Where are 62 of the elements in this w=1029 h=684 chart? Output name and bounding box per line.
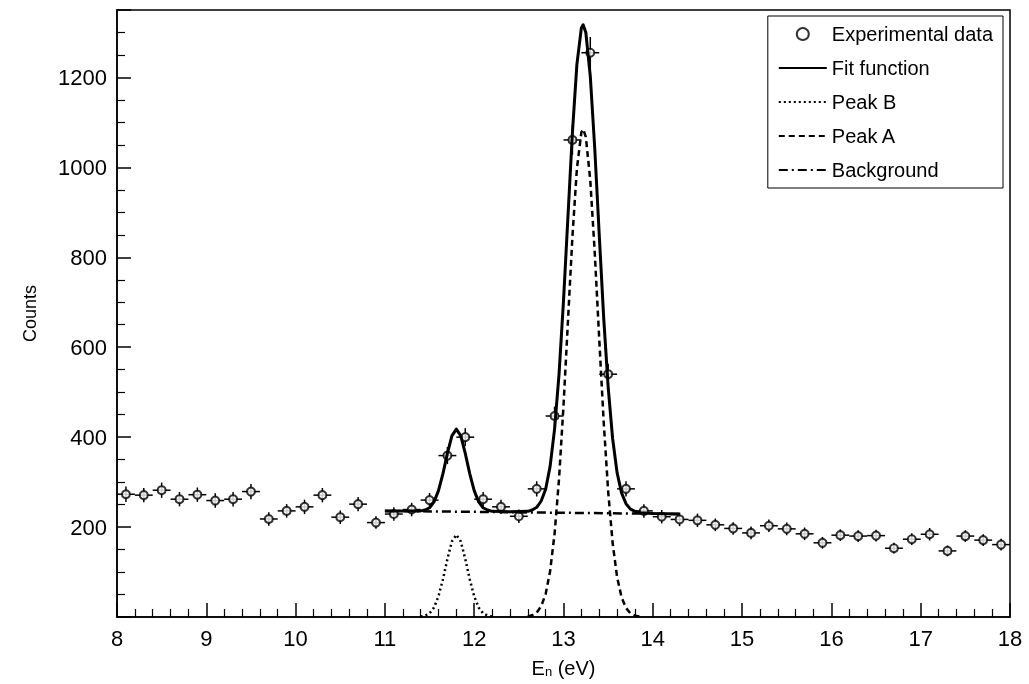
y-tick-label: 400 [70, 424, 107, 450]
point [335, 512, 346, 523]
point [263, 513, 274, 524]
point [746, 527, 757, 538]
x-tick-label: 16 [819, 625, 844, 651]
point [763, 520, 774, 531]
y-tick-label: 1000 [58, 154, 107, 180]
point [960, 531, 971, 542]
x-tick-label: 10 [283, 625, 308, 651]
point [174, 494, 185, 505]
x-tick-label: 8 [110, 625, 124, 651]
point [978, 535, 989, 546]
point [138, 490, 149, 501]
legend-label: Peak A [831, 125, 896, 147]
point [496, 501, 506, 512]
point [192, 489, 203, 500]
x-tick-label: 9 [200, 625, 213, 651]
x-tick-label: 18 [997, 625, 1023, 651]
x-tick-label: 13 [551, 625, 576, 651]
y-tick-label: 800 [70, 244, 107, 270]
point [299, 501, 310, 512]
point [228, 494, 239, 505]
point [531, 483, 542, 494]
point [817, 537, 828, 548]
point [478, 494, 489, 505]
point [245, 486, 256, 497]
point [210, 495, 221, 506]
point [370, 517, 381, 528]
point [942, 545, 953, 556]
point [353, 499, 364, 510]
x-tick-label: 11 [373, 625, 397, 651]
point [281, 505, 292, 516]
x-axis-title: En (eV) [531, 656, 596, 679]
x-tick-label: 12 [461, 625, 487, 651]
x-tick-label: 15 [729, 625, 755, 651]
point [781, 523, 792, 534]
point [621, 483, 632, 494]
y-tick-label: 1200 [58, 64, 107, 90]
point [853, 531, 864, 542]
y-axis-title: Counts [20, 284, 40, 343]
point [924, 529, 935, 540]
y-tick-label: 600 [70, 334, 107, 360]
point [674, 514, 685, 525]
y-tick-label: 200 [70, 514, 107, 540]
point [906, 534, 917, 545]
point [996, 539, 1007, 550]
point [888, 543, 899, 554]
point [156, 485, 167, 496]
point [835, 530, 846, 541]
legend-label: Background [831, 159, 939, 181]
point [692, 515, 703, 526]
legend-label: Fit function [831, 57, 930, 79]
point [120, 489, 131, 500]
x-tick-label: 17 [908, 625, 933, 651]
point [871, 530, 882, 541]
point [710, 519, 721, 530]
point [728, 523, 739, 534]
legend-label: Experimental data [831, 23, 994, 45]
x-tick-label: 14 [640, 625, 666, 651]
point [799, 528, 810, 539]
legend-label: Peak B [831, 91, 897, 113]
point [317, 490, 328, 501]
